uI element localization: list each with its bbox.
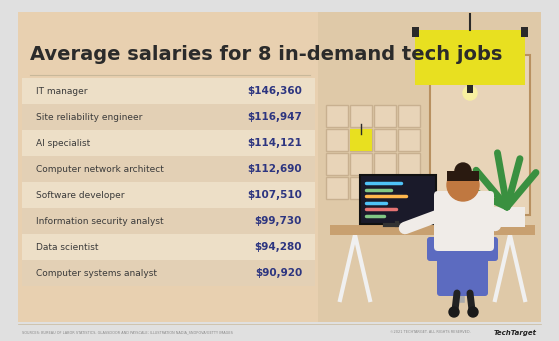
Text: IT manager: IT manager [36,87,88,95]
Text: $99,730: $99,730 [255,216,302,226]
FancyBboxPatch shape [22,234,315,260]
Text: Information security analyst: Information security analyst [36,217,164,225]
Circle shape [449,307,459,317]
FancyBboxPatch shape [350,105,372,127]
Text: Data scientist: Data scientist [36,242,98,252]
FancyBboxPatch shape [437,255,488,296]
Text: $112,690: $112,690 [248,164,302,174]
FancyBboxPatch shape [374,153,396,175]
Text: $94,280: $94,280 [254,242,302,252]
FancyBboxPatch shape [374,129,396,151]
FancyBboxPatch shape [398,153,420,175]
Text: TechTarget: TechTarget [494,330,537,336]
FancyBboxPatch shape [22,208,315,234]
Text: ©2021 TECHTARGET. ALL RIGHTS RESERVED.: ©2021 TECHTARGET. ALL RIGHTS RESERVED. [390,330,471,334]
FancyBboxPatch shape [22,104,315,130]
Text: $114,121: $114,121 [247,138,302,148]
Text: Average salaries for 8 in-demand tech jobs: Average salaries for 8 in-demand tech jo… [30,45,503,64]
FancyBboxPatch shape [330,225,535,235]
Text: Software developer: Software developer [36,191,125,199]
FancyBboxPatch shape [434,191,494,251]
FancyBboxPatch shape [326,177,348,199]
Text: AI specialist: AI specialist [36,138,90,148]
Circle shape [455,163,471,179]
Circle shape [447,169,479,201]
FancyBboxPatch shape [350,153,372,175]
Text: Computer systems analyst: Computer systems analyst [36,268,157,278]
FancyBboxPatch shape [430,55,530,215]
Text: Site reliability engineer: Site reliability engineer [36,113,143,121]
FancyBboxPatch shape [326,105,348,127]
FancyBboxPatch shape [359,175,435,223]
FancyBboxPatch shape [398,105,420,127]
Text: $90,920: $90,920 [255,268,302,278]
FancyBboxPatch shape [318,12,541,322]
FancyBboxPatch shape [467,85,473,93]
FancyBboxPatch shape [490,207,525,227]
FancyBboxPatch shape [350,129,372,151]
Text: Computer network architect: Computer network architect [36,164,164,174]
Text: $107,510: $107,510 [247,190,302,200]
Circle shape [468,307,478,317]
FancyBboxPatch shape [374,177,396,199]
FancyBboxPatch shape [412,27,419,37]
Text: $116,947: $116,947 [247,112,302,122]
FancyBboxPatch shape [398,177,420,199]
FancyBboxPatch shape [521,27,528,37]
FancyBboxPatch shape [18,12,541,322]
FancyBboxPatch shape [22,130,315,156]
FancyBboxPatch shape [350,129,372,151]
FancyBboxPatch shape [326,129,348,151]
FancyBboxPatch shape [374,105,396,127]
FancyBboxPatch shape [350,177,372,199]
FancyBboxPatch shape [398,129,420,151]
Text: $146,360: $146,360 [247,86,302,96]
Circle shape [463,86,477,100]
FancyBboxPatch shape [415,30,525,85]
FancyBboxPatch shape [447,171,479,181]
FancyBboxPatch shape [326,153,348,175]
FancyBboxPatch shape [22,182,315,208]
FancyBboxPatch shape [22,260,315,286]
FancyBboxPatch shape [427,237,498,261]
Text: SOURCES: BUREAU OF LABOR STATISTICS, GLASSDOOR AND PAYSCALE; ILLUSTRATION NADIA_: SOURCES: BUREAU OF LABOR STATISTICS, GLA… [22,330,233,334]
FancyBboxPatch shape [22,78,315,104]
FancyBboxPatch shape [22,156,315,182]
